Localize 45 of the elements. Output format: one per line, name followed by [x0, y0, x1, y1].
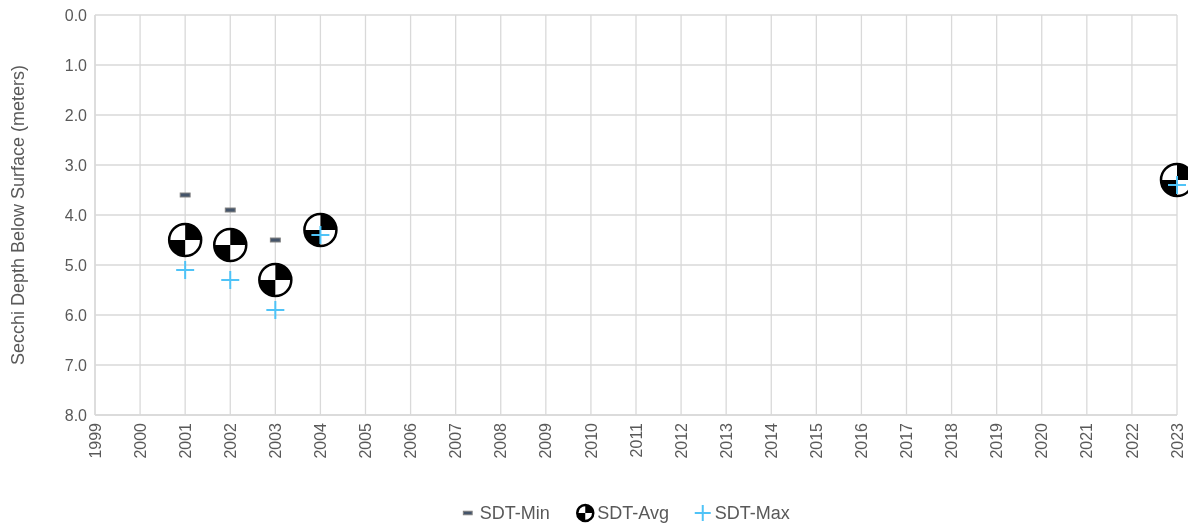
y-tick-label: 4.0	[64, 206, 88, 224]
x-tick-label: 2004	[312, 422, 330, 459]
y-tick-label: 1.0	[64, 56, 88, 74]
y-tick-label: 3.0	[64, 156, 88, 174]
legend-label: SDT-Avg	[597, 503, 669, 523]
x-tick-label: 2007	[447, 422, 465, 459]
x-tick-label: 2018	[943, 422, 961, 459]
x-tick-label: 2015	[807, 422, 825, 459]
point	[303, 212, 338, 248]
x-tick-label: 2019	[988, 422, 1006, 459]
x-tick-label: 2016	[853, 422, 871, 459]
x-tick-label: 2001	[176, 422, 194, 459]
point	[213, 227, 248, 263]
x-tick-label: 2010	[582, 422, 600, 459]
x-tick-label: 1999	[86, 422, 104, 459]
x-tick-label: 2023	[1168, 422, 1186, 459]
x-tick-label: 2005	[357, 422, 375, 459]
x-tick-label: 2014	[762, 422, 780, 459]
x-tick-label: 2020	[1033, 422, 1051, 459]
y-tick-label: 6.0	[64, 306, 88, 324]
y-tick-label: 0.0	[64, 6, 88, 24]
y-tick-label: 7.0	[64, 356, 88, 374]
x-tick-label: 2017	[898, 422, 916, 459]
x-tick-label: 2022	[1123, 422, 1141, 459]
x-tick-label: 2006	[402, 422, 420, 459]
legend-label: SDT-Max	[714, 503, 790, 523]
point	[167, 222, 203, 258]
y-tick-label: 2.0	[64, 106, 88, 124]
legend-label: SDT-Min	[479, 503, 550, 523]
point	[175, 260, 196, 280]
x-tick-label: 2013	[717, 422, 735, 459]
x-tick-label: 2021	[1078, 422, 1096, 459]
point	[265, 300, 286, 320]
x-tick-label: 2000	[131, 422, 149, 459]
y-tick-label: 8.0	[64, 406, 88, 424]
point	[258, 262, 293, 298]
x-tick-label: 2011	[627, 422, 645, 458]
x-tick-label: 2008	[492, 422, 510, 459]
x-tick-label: 2002	[221, 422, 239, 459]
y-tick-label: 5.0	[64, 256, 88, 274]
x-tick-label: 2009	[537, 422, 555, 459]
x-tick-label: 2003	[266, 422, 284, 459]
y-axis-title: Secchi Depth Below Surface (meters)	[8, 64, 28, 366]
point	[220, 270, 241, 290]
x-tick-label: 2012	[672, 422, 690, 459]
